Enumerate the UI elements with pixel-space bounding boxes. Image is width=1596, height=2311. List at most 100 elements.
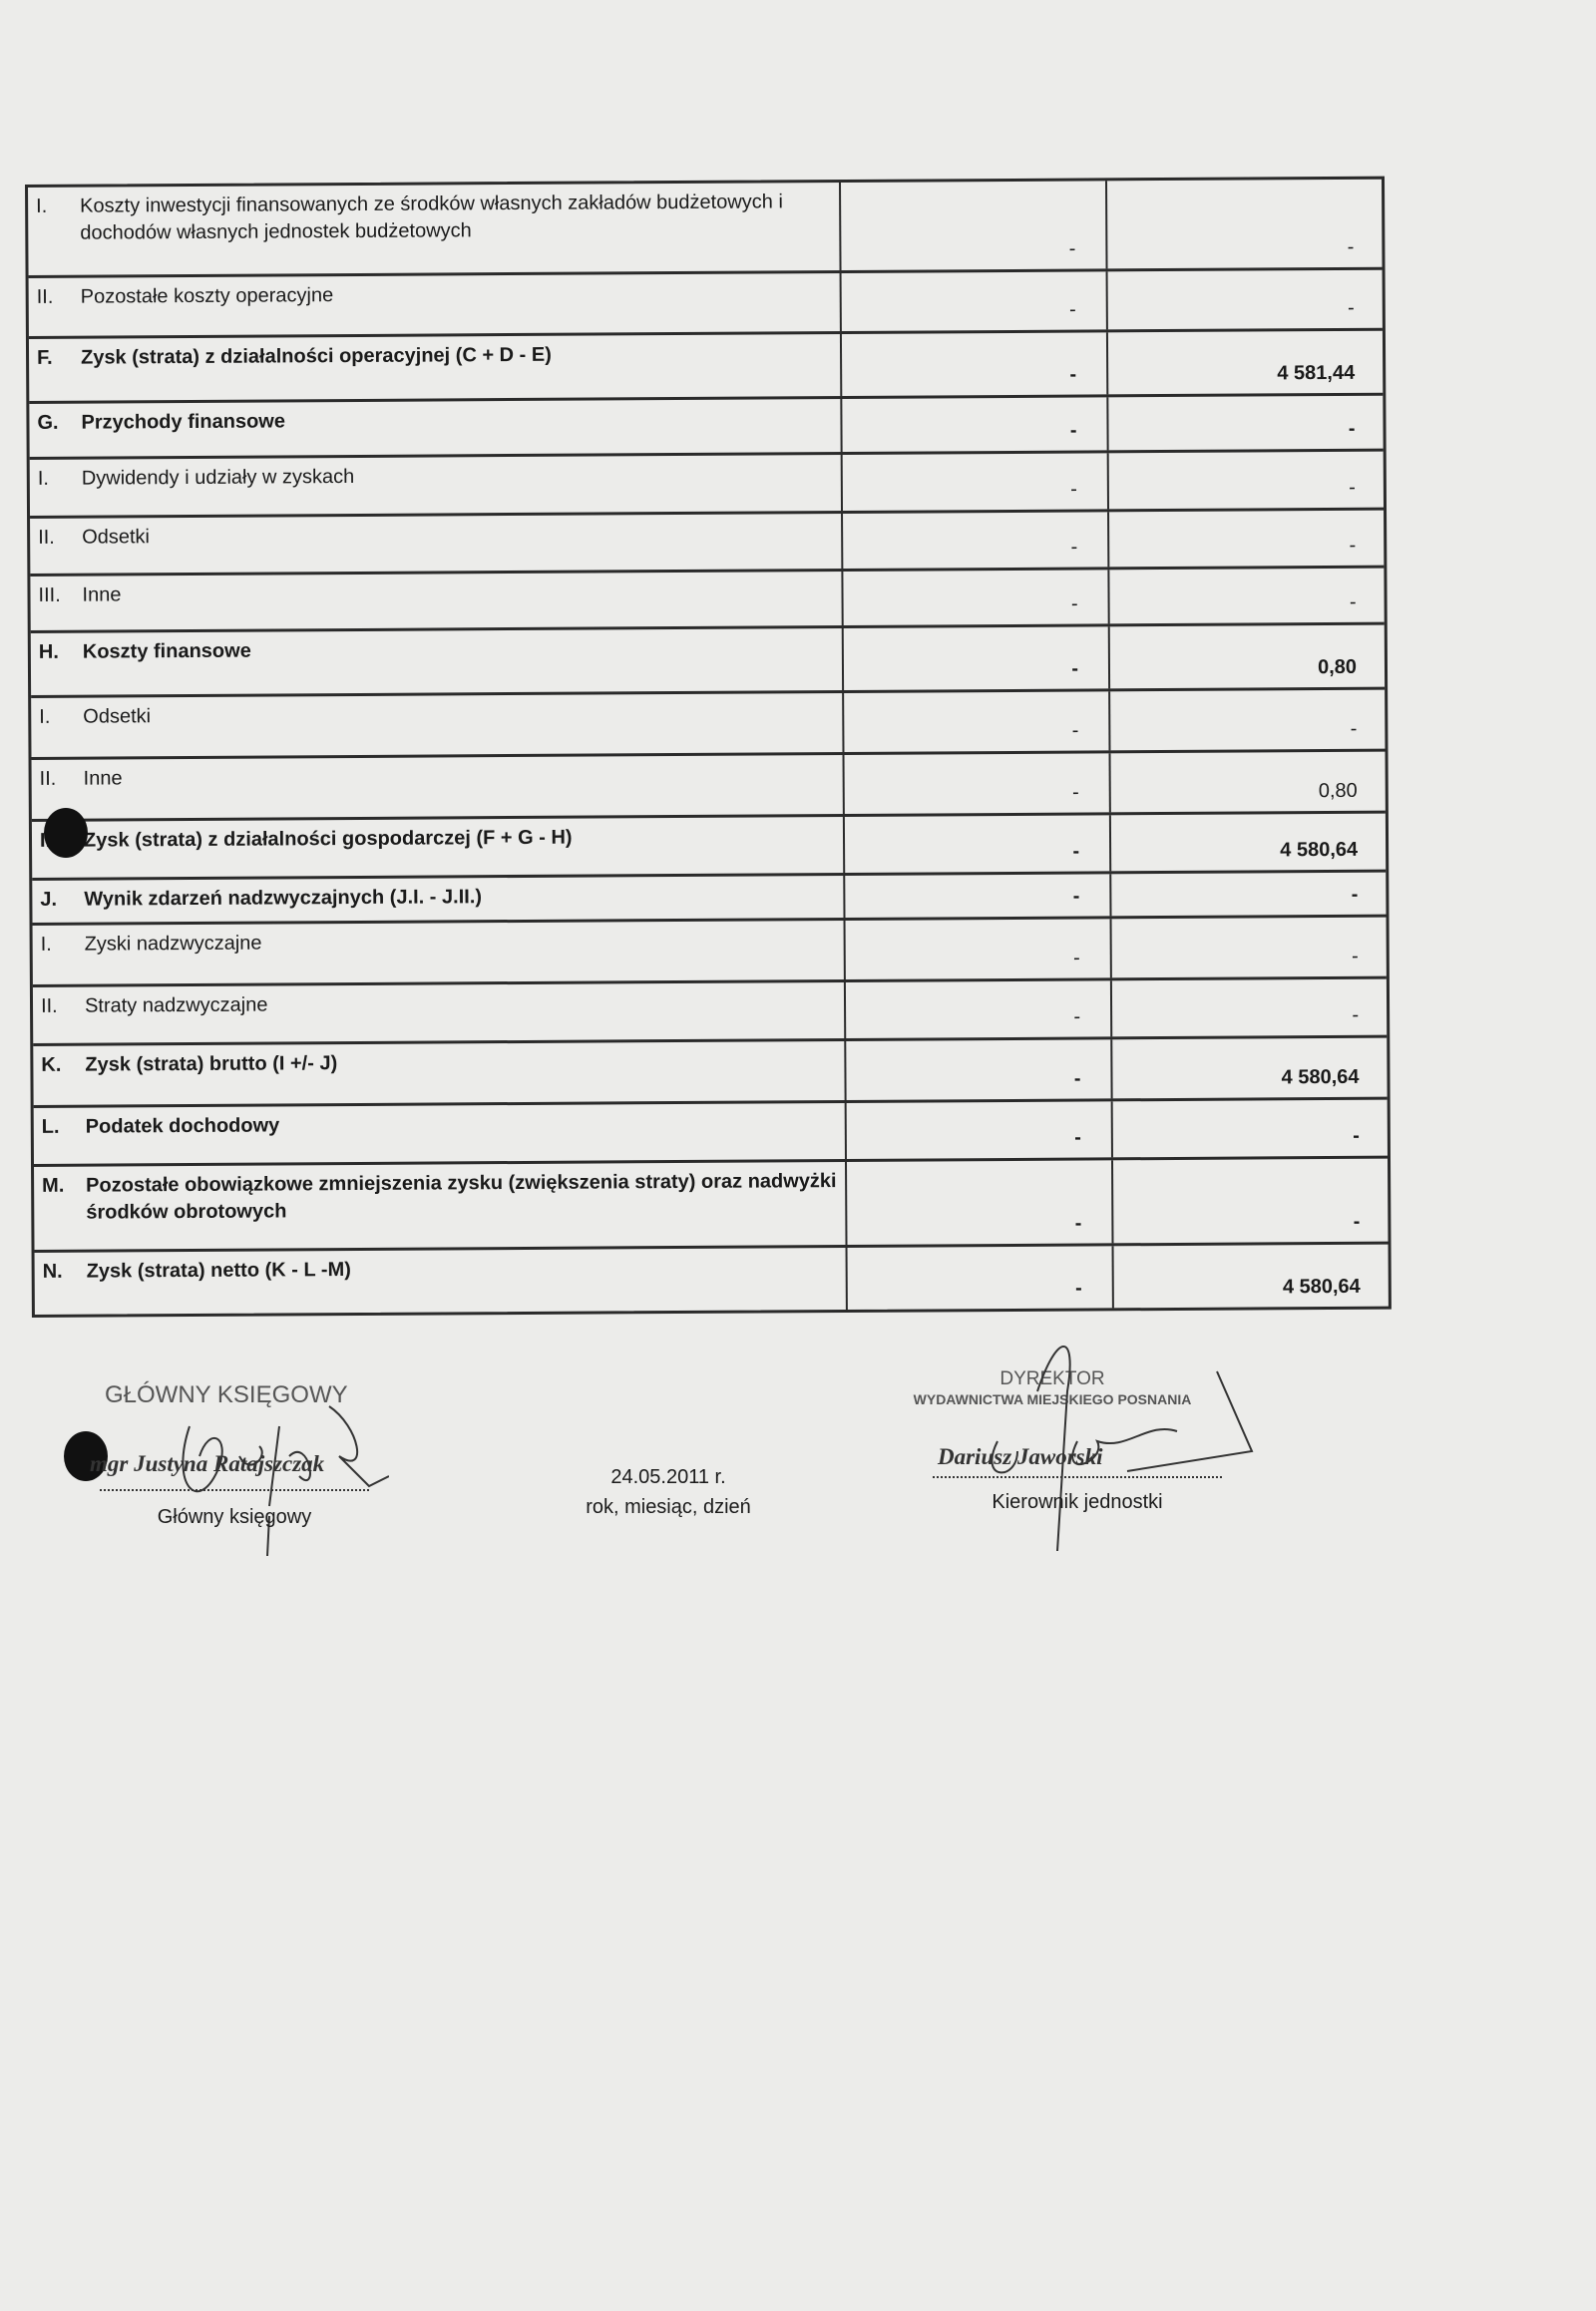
row-label: H. Koszty finansowe <box>30 627 845 695</box>
row-label: II. Pozostałe koszty operacyjne <box>28 273 842 336</box>
value-current-year: - <box>1349 590 1357 613</box>
row-label: G. Przychody finansowe <box>29 398 843 457</box>
director-name: Dariusz Jaworski <box>938 1444 1103 1469</box>
row-number: M. <box>42 1174 65 1197</box>
row-text: Koszty finansowe <box>82 639 251 663</box>
table-row: II. Odsetki - - <box>30 510 1385 577</box>
table-row: II. Straty nadzwyczajne - - <box>32 978 1388 1046</box>
row-label: I. Koszty inwestycji finansowanych ze śro… <box>28 183 842 275</box>
table-row: N. Zysk (strata) netto (K - L -M) - 4 580… <box>34 1245 1389 1315</box>
row-label: K. Zysk (strata) brutto (I +/- J) <box>33 1040 847 1105</box>
value-current-year: - <box>1349 534 1357 557</box>
punch-hole <box>64 1431 108 1481</box>
value-previous-year: - <box>845 919 1112 979</box>
row-text: Inne <box>82 583 122 606</box>
row-number: L. <box>41 1115 60 1138</box>
row-text: Zysk (strata) netto (K - L -M) <box>86 1259 351 1283</box>
financial-statement-table: I. Koszty inwestycji finansowanych ze śro… <box>25 176 1392 1318</box>
row-text: Odsetki <box>82 526 151 549</box>
row-number: K. <box>41 1053 62 1076</box>
value-previous-year: - <box>842 453 1110 511</box>
accountant-name: mgr Justyna Ratajszczak <box>90 1451 325 1476</box>
table-row: I. Odsetki - - <box>31 689 1386 760</box>
value-previous-year: - <box>845 980 1113 1038</box>
value-previous-year: - <box>844 815 1112 873</box>
value-current-year: - <box>1350 717 1358 740</box>
row-number: N. <box>42 1260 63 1283</box>
table-row: H. Koszty finansowe - 0,80 <box>30 624 1386 698</box>
value-current-year: 4 580,64 <box>1280 838 1359 862</box>
row-number: II. <box>40 994 58 1017</box>
value-current-year: 4 581,44 <box>1277 361 1356 385</box>
value-current-year: - <box>1348 417 1356 440</box>
value-current-year: - <box>1349 476 1356 499</box>
value-previous-year: - <box>845 874 1112 918</box>
signature-line <box>100 1489 369 1491</box>
row-number: H. <box>38 640 59 663</box>
value-previous-year: - <box>843 512 1110 569</box>
value-previous-year: - <box>843 626 1111 690</box>
value-previous-year: - <box>841 271 1108 332</box>
row-text: Podatek dochodowy <box>85 1114 280 1138</box>
row-text: Pozostałe obowiązkowe zmniejszenia zysku… <box>86 1170 837 1224</box>
punch-hole <box>44 808 88 858</box>
row-text: Zysk (strata) z działalności operacyjnej… <box>80 343 552 369</box>
row-number: I. <box>36 194 48 217</box>
row-label: I. Odsetki <box>31 692 845 757</box>
value-previous-year: - <box>842 397 1109 452</box>
value-previous-year: - <box>841 181 1108 271</box>
row-number: III. <box>38 583 61 606</box>
accountant-signature <box>182 1405 389 1556</box>
row-label: J. Wynik zdarzeń nadzwyczajnych (J.I. - J… <box>32 875 846 923</box>
row-number: G. <box>37 411 59 434</box>
value-current-year: 0,80 <box>1317 655 1358 679</box>
table-row: II. Pozostałe koszty operacyjne - - <box>28 269 1383 339</box>
row-text: Zyski nadzwyczajne <box>84 932 262 956</box>
table-row: I. Koszty inwestycji finansowanych ze śro… <box>28 179 1383 278</box>
row-label: N. Zysk (strata) netto (K - L -M) <box>34 1247 848 1315</box>
row-number: II. <box>39 767 57 790</box>
row-label: I.Zysk (strata) z działalności gospodarc… <box>31 816 846 878</box>
value-current-year: - <box>1348 296 1355 319</box>
value-current-year: - <box>1353 1124 1360 1147</box>
row-label: L. Podatek dochodowy <box>33 1102 847 1164</box>
row-text: Przychody finansowe <box>81 410 286 434</box>
row-text: Odsetki <box>83 705 152 728</box>
value-previous-year: - <box>847 1160 1114 1245</box>
table-row: II. Inne - 0,80 <box>31 751 1386 822</box>
row-label: M. Pozostałe obowiązkowe zmniejszenia zys… <box>34 1161 848 1250</box>
row-text: Koszty inwestycji finansowanych ze środk… <box>80 191 783 244</box>
row-number: J. <box>40 888 58 911</box>
row-label: II. Odsetki <box>30 513 844 574</box>
director-signature <box>991 1346 1254 1551</box>
row-label: I. Dywidendy i udziały w zyskach <box>29 454 844 516</box>
value-current-year: - <box>1347 235 1355 258</box>
date-value: 24.05.2011 r. <box>610 1466 726 1488</box>
row-text: Wynik zdarzeń nadzwyczajnych (J.I. - J.I… <box>84 886 483 911</box>
row-text: Zysk (strata) brutto (I +/- J) <box>85 1052 338 1076</box>
date-caption: rok, miesiąc, dzień <box>586 1496 751 1518</box>
row-text: Inne <box>83 767 123 790</box>
value-previous-year: - <box>843 570 1110 625</box>
row-label: I. Zyski nadzwyczajne <box>32 920 846 984</box>
value-previous-year: - <box>846 1101 1113 1159</box>
value-current-year: 0,80 <box>1318 779 1358 803</box>
table-row: L. Podatek dochodowy - - <box>33 1099 1388 1167</box>
row-text: Pozostałe koszty operacyjne <box>80 284 334 308</box>
table-row: I. Dywidendy i udziały w zyskach - - <box>29 451 1385 519</box>
row-text: Zysk (strata) z działalności gospodarcze… <box>83 826 573 852</box>
accountant-stamp: GŁÓWNY KSIĘGOWY <box>105 1381 348 1408</box>
value-current-year: - <box>1352 1003 1360 1026</box>
row-number: I. <box>37 467 49 490</box>
table-row: F. Zysk (strata) z działalności operacyjn… <box>28 330 1384 404</box>
row-text: Dywidendy i udziały w zyskach <box>81 465 355 490</box>
table-row: III. Inne - - <box>30 568 1385 633</box>
row-number: I. <box>39 705 51 728</box>
table-row: I.Zysk (strata) z działalności gospodarc… <box>31 813 1387 881</box>
value-previous-year: - <box>846 1039 1113 1100</box>
row-number: I. <box>40 933 52 956</box>
row-label: II. Inne <box>31 754 845 819</box>
row-number: II. <box>38 526 55 549</box>
director-caption: Kierownik jednostki <box>992 1491 1163 1513</box>
value-current-year: 4 580,64 <box>1282 1275 1361 1299</box>
